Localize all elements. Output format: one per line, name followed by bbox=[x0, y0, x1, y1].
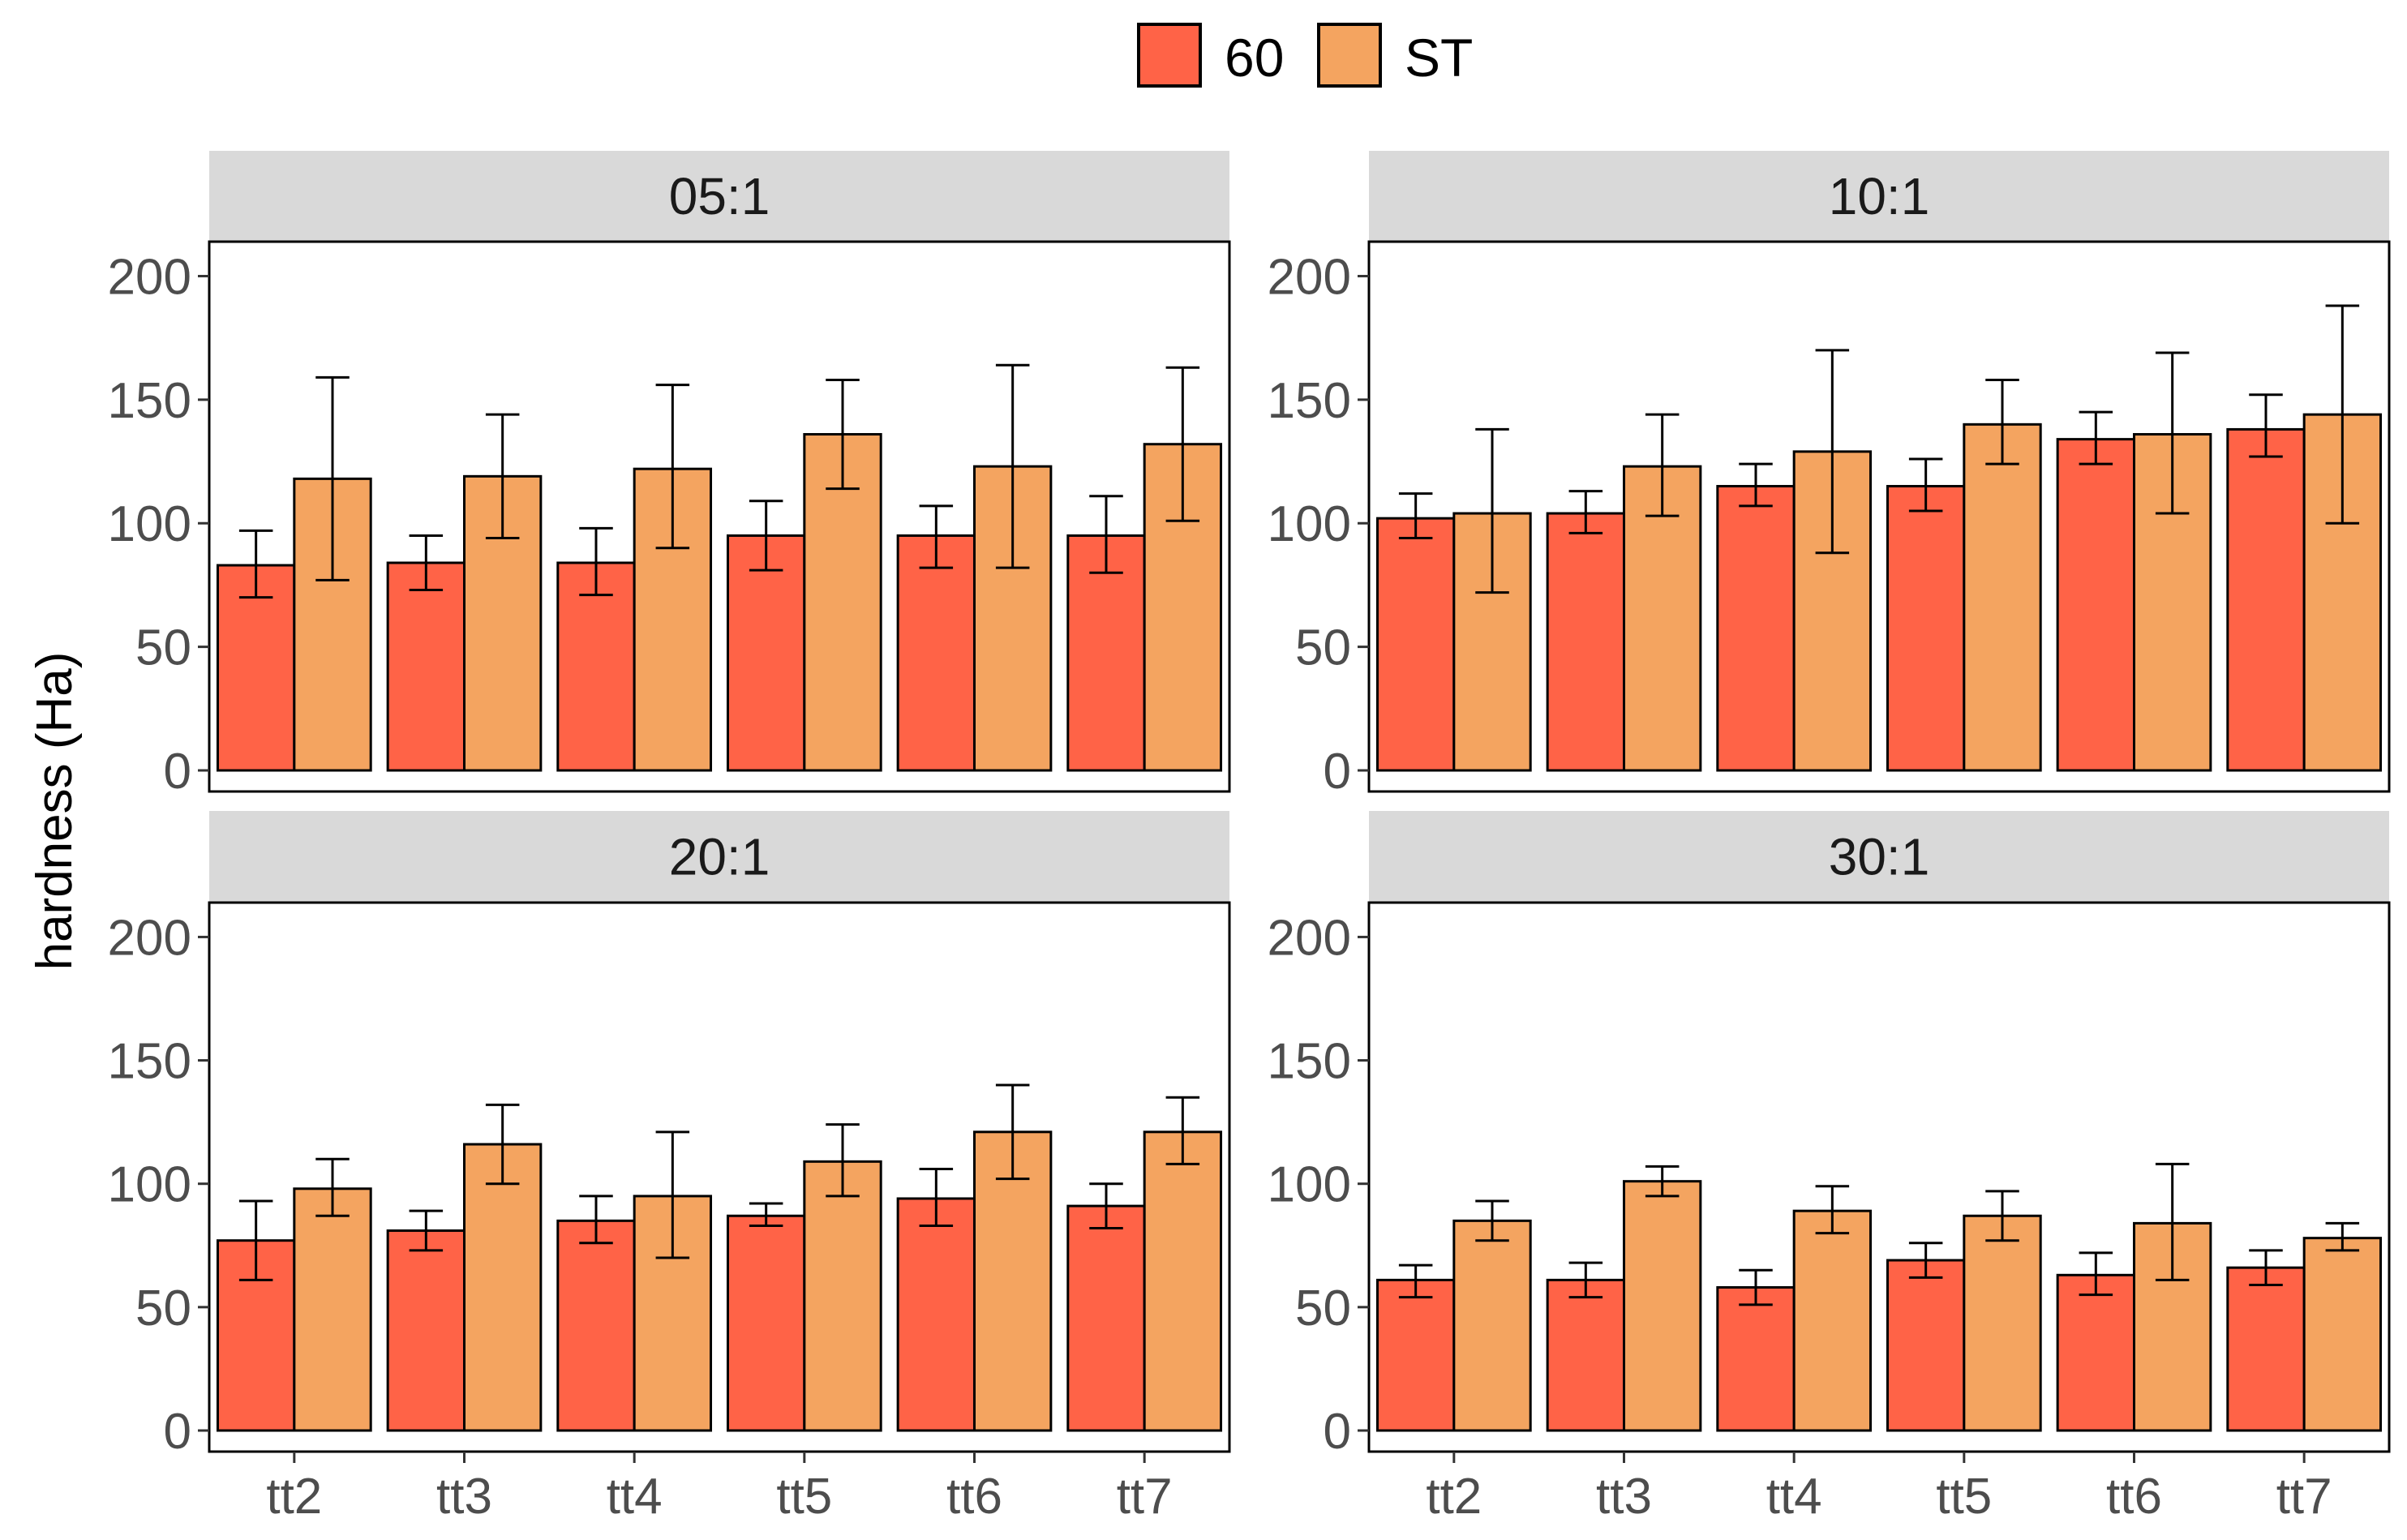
plot-area-30-1 bbox=[1367, 901, 2391, 1453]
bar-20-1-tt5-ST bbox=[803, 1160, 882, 1432]
bar-20-1-tt3-ST bbox=[463, 1143, 543, 1432]
y-tick-label-20-1-100: 100 bbox=[108, 1157, 191, 1213]
x-tick-label-30-1-tt7: tt7 bbox=[2276, 1469, 2332, 1525]
bar-30-1-tt5-ST bbox=[1963, 1214, 2042, 1432]
y-tick-label-20-1-0: 0 bbox=[164, 1404, 191, 1460]
bar-05-1-tt7-ST bbox=[1143, 443, 1223, 772]
x-tick-label-20-1-tt4: tt4 bbox=[607, 1469, 663, 1525]
bar-10-1-tt2-60 bbox=[1375, 517, 1456, 772]
strip-30-1 bbox=[1369, 811, 2389, 903]
y-tick-label-10-1-200: 200 bbox=[1268, 249, 1351, 305]
bar-20-1-tt5-60 bbox=[726, 1214, 806, 1432]
bar-10-1-tt3-60 bbox=[1546, 512, 1626, 772]
y-tick-label-30-1-0: 0 bbox=[1324, 1404, 1351, 1460]
panel-20-1: 20:1 0 50 100 150 200 tt2 tt3 tt4 tt5 tt6 tt7 bbox=[108, 811, 1231, 1525]
legend: 60 ST bbox=[1137, 23, 1473, 88]
panel-05-1: 05:1 0 50 100 150 200 bbox=[108, 151, 1231, 800]
strip-title-20-1: 20:1 bbox=[669, 828, 770, 886]
strip-05-1 bbox=[209, 151, 1229, 242]
x-tick-label-30-1-tt6: tt6 bbox=[2106, 1469, 2162, 1525]
bar-10-1-tt5-ST bbox=[1963, 423, 2042, 772]
bar-10-1-tt6-60 bbox=[2056, 438, 2135, 772]
x-tick-label-20-1-tt6: tt6 bbox=[946, 1469, 1002, 1525]
legend-swatch-st bbox=[1317, 23, 1382, 88]
x-tick-label-30-1-tt3: tt3 bbox=[1596, 1469, 1652, 1525]
strip-10-1 bbox=[1369, 151, 2389, 242]
bar-10-1-tt3-ST bbox=[1623, 465, 1702, 772]
bar-30-1-tt2-60 bbox=[1375, 1278, 1456, 1432]
bar-30-1-tt6-60 bbox=[2056, 1273, 2135, 1432]
bar-30-1-tt7-60 bbox=[2226, 1266, 2306, 1432]
bar-05-1-tt6-60 bbox=[896, 534, 976, 772]
y-tick-label-10-1-50: 50 bbox=[1295, 620, 1351, 676]
x-tick-label-20-1-tt3: tt3 bbox=[436, 1469, 492, 1525]
y-tick-label-10-1-0: 0 bbox=[1324, 744, 1351, 800]
bar-30-1-tt4-ST bbox=[1792, 1209, 1873, 1432]
bar-30-1-tt4-60 bbox=[1716, 1286, 1796, 1432]
x-tick-label-30-1-tt2: tt2 bbox=[1426, 1469, 1482, 1525]
bar-05-1-tt5-60 bbox=[726, 534, 806, 772]
bar-30-1-tt7-ST bbox=[2302, 1237, 2383, 1432]
plot-area-05-1 bbox=[208, 240, 1231, 793]
y-tick-label-05-1-150: 150 bbox=[108, 373, 191, 429]
bar-20-1-tt7-60 bbox=[1066, 1204, 1146, 1432]
bar-30-1-tt3-ST bbox=[1623, 1180, 1702, 1432]
bar-30-1-tt3-60 bbox=[1546, 1278, 1626, 1432]
bar-20-1-tt4-60 bbox=[556, 1219, 636, 1432]
y-tick-label-05-1-0: 0 bbox=[164, 744, 191, 800]
bar-10-1-tt4-60 bbox=[1716, 485, 1796, 772]
bar-05-1-tt3-60 bbox=[386, 561, 466, 772]
y-tick-label-30-1-200: 200 bbox=[1268, 910, 1351, 966]
legend-label-st: ST bbox=[1405, 28, 1473, 88]
bar-05-1-tt7-60 bbox=[1066, 534, 1146, 772]
y-tick-label-30-1-150: 150 bbox=[1268, 1034, 1351, 1090]
bar-30-1-tt2-ST bbox=[1452, 1219, 1532, 1432]
bar-05-1-tt2-60 bbox=[216, 564, 296, 772]
y-tick-label-05-1-100: 100 bbox=[108, 496, 191, 552]
panel-30-1: 30:1 0 50 100 150 200 tt2 tt3 tt4 tt5 tt6 tt7 bbox=[1268, 811, 2391, 1525]
x-tick-label-20-1-tt7: tt7 bbox=[1117, 1469, 1173, 1525]
y-tick-label-30-1-50: 50 bbox=[1295, 1280, 1351, 1336]
x-tick-label-20-1-tt2: tt2 bbox=[266, 1469, 322, 1525]
bar-10-1-tt5-60 bbox=[1886, 485, 1966, 772]
strip-20-1 bbox=[209, 811, 1229, 903]
bar-30-1-tt5-60 bbox=[1886, 1259, 1966, 1432]
y-tick-label-20-1-50: 50 bbox=[135, 1280, 191, 1336]
x-tick-label-30-1-tt5: tt5 bbox=[1936, 1469, 1992, 1525]
y-tick-label-10-1-100: 100 bbox=[1268, 496, 1351, 552]
bar-20-1-tt3-60 bbox=[386, 1229, 466, 1432]
legend-swatch-60 bbox=[1137, 23, 1202, 88]
plot-area-20-1 bbox=[208, 901, 1231, 1453]
strip-title-05-1: 05:1 bbox=[669, 167, 770, 225]
x-tick-label-20-1-tt5: tt5 bbox=[776, 1469, 832, 1525]
bar-10-1-tt7-60 bbox=[2226, 427, 2306, 772]
y-tick-label-10-1-150: 150 bbox=[1268, 373, 1351, 429]
bar-20-1-tt2-ST bbox=[293, 1187, 372, 1432]
bar-20-1-tt7-ST bbox=[1143, 1130, 1223, 1432]
bar-20-1-tt6-ST bbox=[973, 1130, 1053, 1432]
y-tick-label-20-1-150: 150 bbox=[108, 1034, 191, 1090]
strip-title-10-1: 10:1 bbox=[1829, 167, 1930, 225]
y-axis-title: hardness (Ha) bbox=[27, 652, 83, 971]
plot-area-10-1 bbox=[1367, 240, 2391, 793]
y-tick-label-30-1-100: 100 bbox=[1268, 1157, 1351, 1213]
panel-10-1: 10:1 0 50 100 150 200 bbox=[1268, 151, 2391, 800]
y-tick-label-20-1-200: 200 bbox=[108, 910, 191, 966]
bar-05-1-tt5-ST bbox=[803, 433, 882, 772]
bar-20-1-tt6-60 bbox=[896, 1197, 976, 1432]
y-tick-label-05-1-200: 200 bbox=[108, 249, 191, 305]
strip-title-30-1: 30:1 bbox=[1829, 828, 1930, 886]
x-tick-label-30-1-tt4: tt4 bbox=[1766, 1469, 1822, 1525]
legend-label-60: 60 bbox=[1225, 28, 1284, 88]
y-tick-label-05-1-50: 50 bbox=[135, 620, 191, 676]
